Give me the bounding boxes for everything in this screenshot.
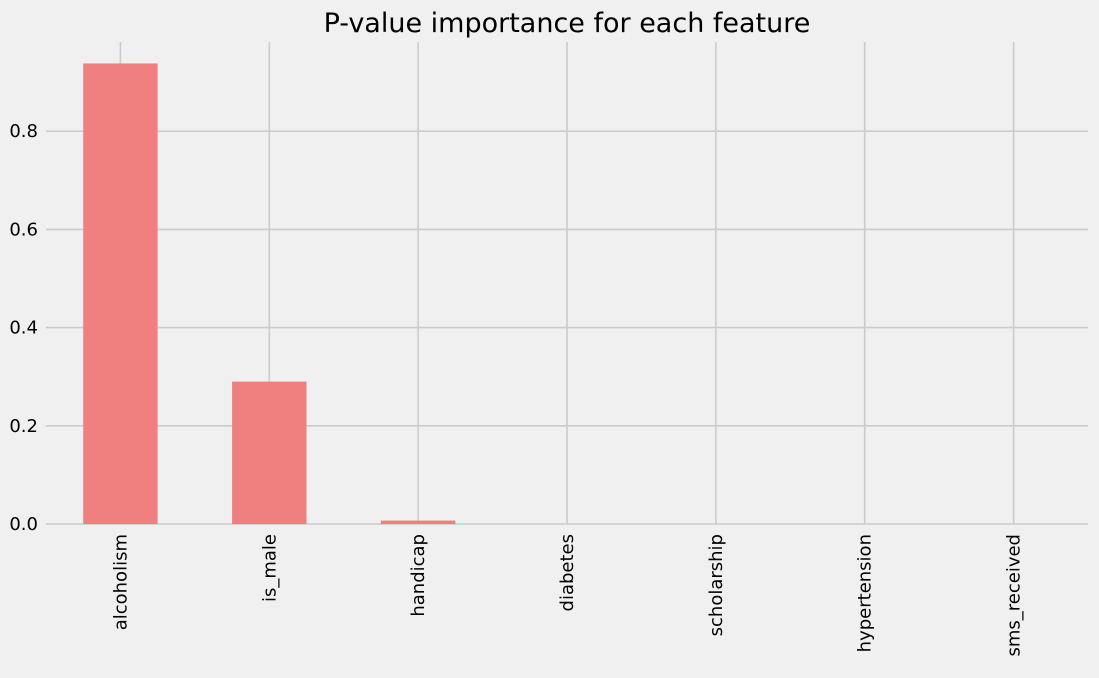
bars [83,63,456,524]
y-tick-label: 0.8 [9,121,38,142]
x-axis-ticks: alcoholism is_male handicap diabetes scholar… [110,534,1024,657]
y-tick-label: 0.6 [9,219,38,240]
x-tick-label: alcoholism [110,534,131,630]
y-axis-ticks: 0.0 0.2 0.4 0.6 0.8 [9,121,38,535]
bar-handicap [380,520,456,524]
x-tick-label: diabetes [557,534,578,611]
y-tick-label: 0.2 [9,416,38,437]
chart-title: P-value importance for each feature [324,8,811,39]
grid-lines [46,42,1088,525]
y-tick-label: 0.0 [9,514,38,535]
x-tick-label: handicap [408,534,429,617]
bar-alcoholism [83,63,158,524]
x-tick-label: scholarship [706,534,727,636]
x-tick-label: is_male [259,534,280,602]
x-tick-label: sms_received [1004,534,1025,657]
y-tick-label: 0.4 [9,318,38,339]
x-tick-label: hypertension [855,534,876,652]
bar-is-male [232,381,307,524]
